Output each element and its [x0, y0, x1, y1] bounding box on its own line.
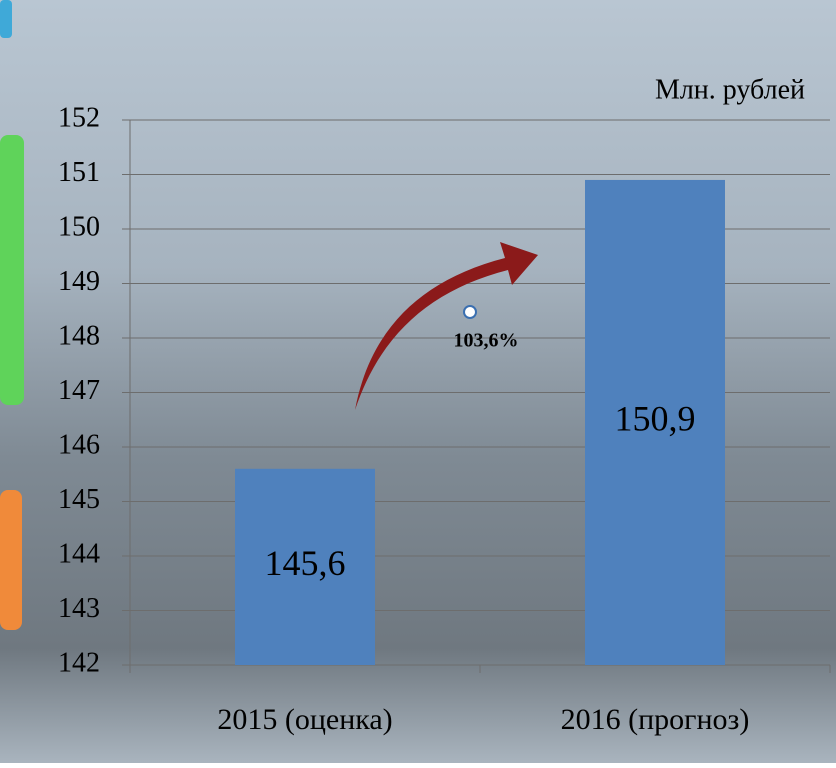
bar — [585, 179, 725, 665]
x-tick-label: 2015 (оценка) — [217, 703, 392, 736]
growth-annotation: 103,6% — [454, 330, 519, 352]
y-tick-label: 142 — [58, 647, 100, 678]
y-tick-label: 146 — [58, 429, 100, 460]
y-tick-label: 152 — [58, 102, 100, 133]
side-tab — [0, 0, 12, 38]
bar — [235, 468, 375, 665]
y-tick-label: 150 — [58, 211, 100, 242]
y-tick-label: 151 — [58, 157, 100, 188]
y-tick-label: 148 — [58, 320, 100, 351]
y-tick-label: 147 — [58, 375, 100, 406]
value-label: 150,9 — [615, 399, 696, 439]
growth-arrow — [355, 242, 538, 410]
side-tab — [0, 490, 22, 630]
unit-label: Млн. рублей — [655, 74, 805, 105]
arrow-marker — [463, 305, 477, 319]
x-tick-label: 2016 (прогноз) — [561, 703, 750, 736]
side-tab — [0, 135, 24, 405]
y-tick-label: 149 — [58, 266, 100, 297]
y-tick-label: 145 — [58, 484, 100, 515]
y-tick-label: 143 — [58, 593, 100, 624]
value-label: 145,6 — [265, 543, 346, 583]
plot-area: 142 143 144 145 146 147 148 149 150 151 152 145,6 20… — [58, 102, 831, 736]
y-tick-label: 144 — [58, 538, 100, 569]
